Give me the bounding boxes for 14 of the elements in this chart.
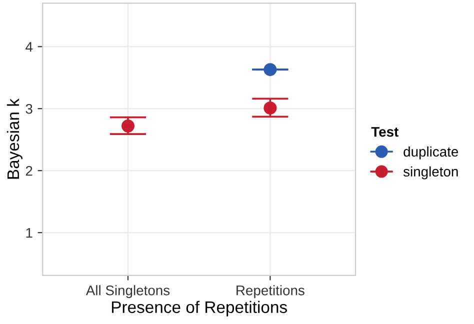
- y-tick-label: 3: [26, 104, 32, 114]
- point: [264, 63, 277, 76]
- legend-label: duplicate: [404, 146, 458, 160]
- point: [264, 102, 277, 115]
- y-tick-label: 1: [26, 228, 32, 238]
- y-tick-label: 2: [26, 166, 32, 176]
- x-tick-label: Repetitions: [236, 285, 304, 298]
- y-axis-title: Bayesian k: [6, 98, 22, 179]
- x-axis-title: Presence of Repetitions: [112, 300, 287, 316]
- legend-title: Test: [371, 127, 398, 137]
- y-tick-label: 4: [26, 42, 33, 52]
- legend-label: singleton: [403, 166, 458, 180]
- x-tick-label: All Singletons: [86, 285, 170, 298]
- point: [121, 119, 134, 132]
